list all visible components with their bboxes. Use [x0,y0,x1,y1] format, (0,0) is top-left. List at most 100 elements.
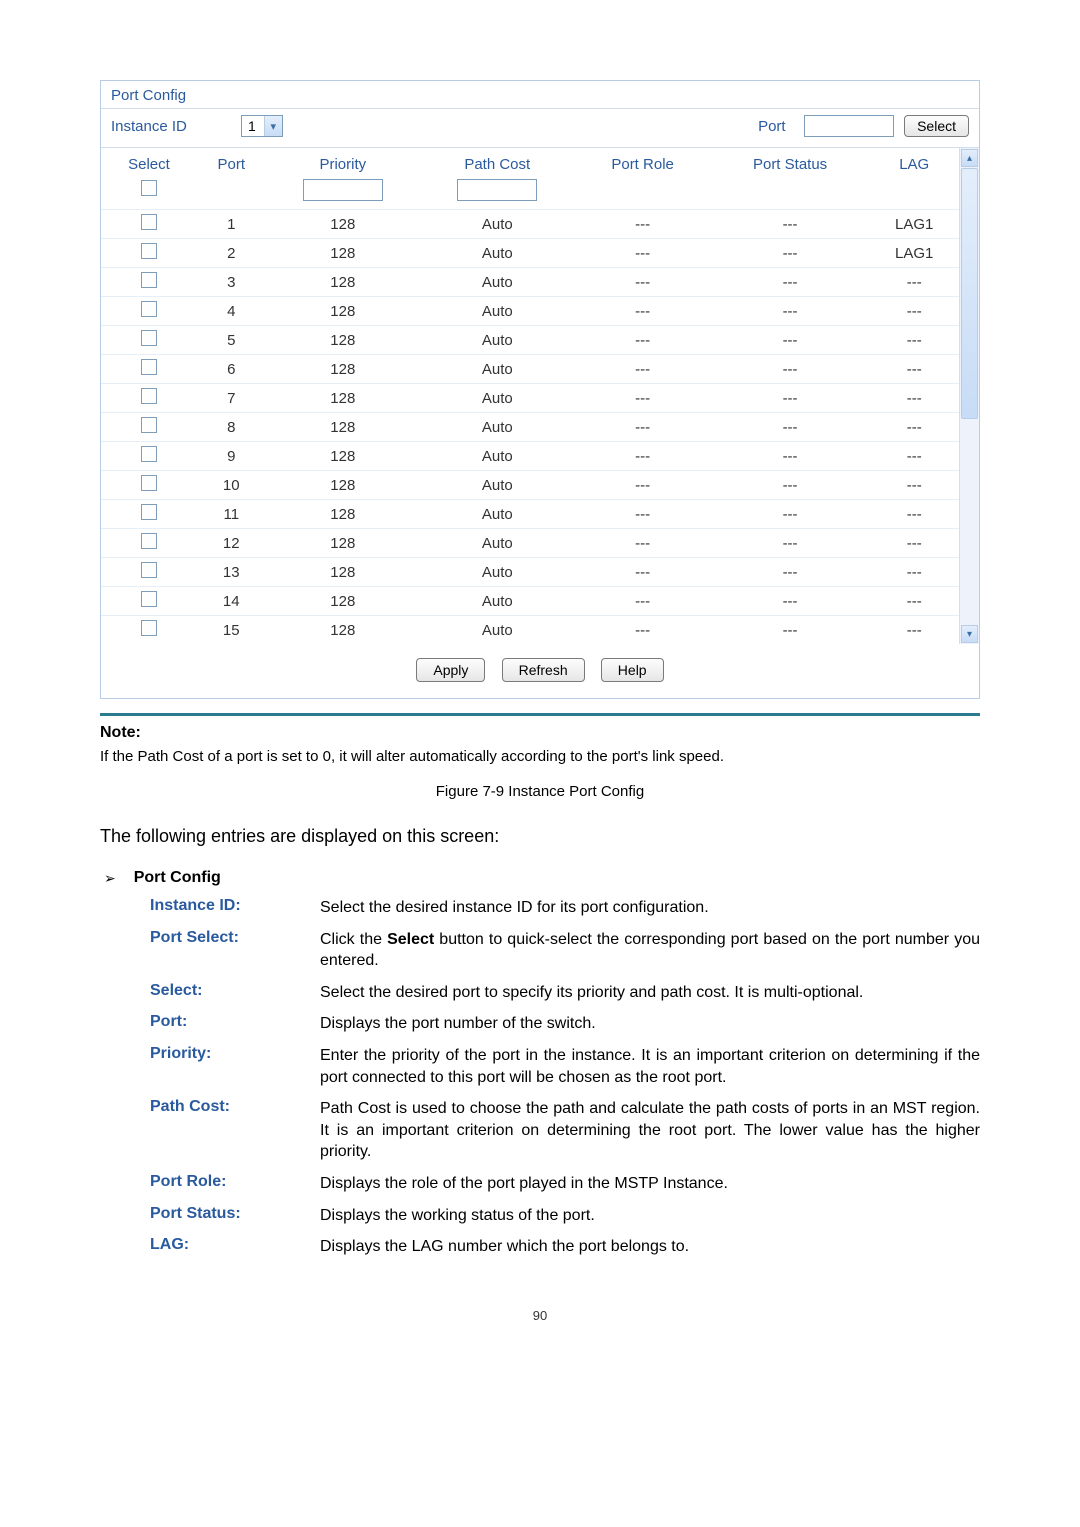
port-table: Select Port Priority Path Cost Port Role… [101,148,959,644]
row-checkbox[interactable] [141,359,157,375]
definition-term: Priority: [150,1045,320,1088]
page-number: 90 [100,1308,980,1323]
definition-row: Select:Select the desired port to specif… [150,982,980,1004]
row-checkbox[interactable] [141,243,157,259]
definition-row: Path Cost:Path Cost is used to choose th… [150,1098,980,1163]
definition-term: Path Cost: [150,1098,320,1163]
cell-priority: 128 [266,471,420,500]
cell-portstatus: --- [711,239,870,268]
cell-portrole: --- [575,268,711,297]
cell-lag: --- [869,558,959,587]
definition-term: Port Status: [150,1205,320,1227]
cell-portrole: --- [575,326,711,355]
table-row: 5128Auto--------- [101,326,959,355]
pathcost-filter-input[interactable] [457,179,537,201]
cell-pathcost: Auto [420,471,574,500]
scroll-thumb[interactable] [961,168,978,419]
cell-priority: 128 [266,210,420,239]
instance-id-value: 1 [242,116,264,136]
cell-lag: --- [869,268,959,297]
row-checkbox[interactable] [141,504,157,520]
select-all-checkbox[interactable] [141,180,157,196]
cell-port: 2 [197,239,266,268]
cell-lag: --- [869,297,959,326]
cell-portrole: --- [575,587,711,616]
row-checkbox[interactable] [141,475,157,491]
definition-desc: Displays the role of the port played in … [320,1173,980,1195]
instance-id-label: Instance ID [111,118,241,135]
cell-portstatus: --- [711,297,870,326]
cell-priority: 128 [266,268,420,297]
cell-portrole: --- [575,616,711,645]
panel-title: Port Config [101,81,979,109]
cell-portrole: --- [575,297,711,326]
cell-portstatus: --- [711,471,870,500]
note-label: Note: [100,724,980,742]
row-checkbox[interactable] [141,533,157,549]
cell-lag: LAG1 [869,210,959,239]
row-checkbox[interactable] [141,330,157,346]
table-row: 15128Auto--------- [101,616,959,645]
definition-term: Port Select: [150,929,320,972]
cell-pathcost: Auto [420,413,574,442]
cell-lag: --- [869,616,959,645]
row-checkbox[interactable] [141,272,157,288]
cell-portstatus: --- [711,384,870,413]
scroll-track[interactable] [961,168,978,624]
row-checkbox[interactable] [141,214,157,230]
row-checkbox[interactable] [141,301,157,317]
table-row: 3128Auto--------- [101,268,959,297]
cell-portstatus: --- [711,413,870,442]
filter-row-top: Instance ID 1 ▾ Port Select [101,109,979,148]
refresh-button[interactable]: Refresh [502,658,585,682]
cell-lag: --- [869,413,959,442]
row-checkbox[interactable] [141,620,157,636]
row-checkbox[interactable] [141,388,157,404]
apply-button[interactable]: Apply [416,658,485,682]
scroll-up-icon[interactable]: ▴ [961,149,978,167]
cell-priority: 128 [266,442,420,471]
definition-term: Instance ID: [150,897,320,919]
port-input[interactable] [804,115,894,137]
filter-row [101,179,959,210]
definition-row: LAG:Displays the LAG number which the po… [150,1236,980,1258]
table-row: 6128Auto--------- [101,355,959,384]
cell-pathcost: Auto [420,210,574,239]
cell-priority: 128 [266,384,420,413]
row-checkbox[interactable] [141,446,157,462]
table-row: 2128Auto------LAG1 [101,239,959,268]
cell-pathcost: Auto [420,587,574,616]
table-row: 7128Auto--------- [101,384,959,413]
cell-priority: 128 [266,355,420,384]
table-row: 13128Auto--------- [101,558,959,587]
instance-id-select[interactable]: 1 ▾ [241,115,283,137]
cell-pathcost: Auto [420,616,574,645]
cell-port: 5 [197,326,266,355]
cell-port: 10 [197,471,266,500]
row-checkbox[interactable] [141,591,157,607]
table-row: 1128Auto------LAG1 [101,210,959,239]
scroll-down-icon[interactable]: ▾ [961,625,978,643]
col-select: Select [101,148,197,179]
definition-row: Priority:Enter the priority of the port … [150,1045,980,1088]
vertical-scrollbar[interactable]: ▴ ▾ [959,148,979,644]
select-button[interactable]: Select [904,115,969,137]
cell-port: 7 [197,384,266,413]
row-checkbox[interactable] [141,417,157,433]
col-pathcost: Path Cost [420,148,574,179]
chevron-down-icon: ▾ [264,116,282,136]
table-row: 8128Auto--------- [101,413,959,442]
row-checkbox[interactable] [141,562,157,578]
priority-filter-input[interactable] [303,179,383,201]
cell-portrole: --- [575,355,711,384]
table-area: Select Port Priority Path Cost Port Role… [101,148,979,644]
cell-priority: 128 [266,239,420,268]
definition-desc: Path Cost is used to choose the path and… [320,1098,980,1163]
help-button[interactable]: Help [601,658,664,682]
cell-lag: --- [869,326,959,355]
definition-desc: Select the desired port to specify its p… [320,982,980,1004]
cell-priority: 128 [266,500,420,529]
cell-lag: --- [869,442,959,471]
cell-priority: 128 [266,529,420,558]
cell-portrole: --- [575,239,711,268]
